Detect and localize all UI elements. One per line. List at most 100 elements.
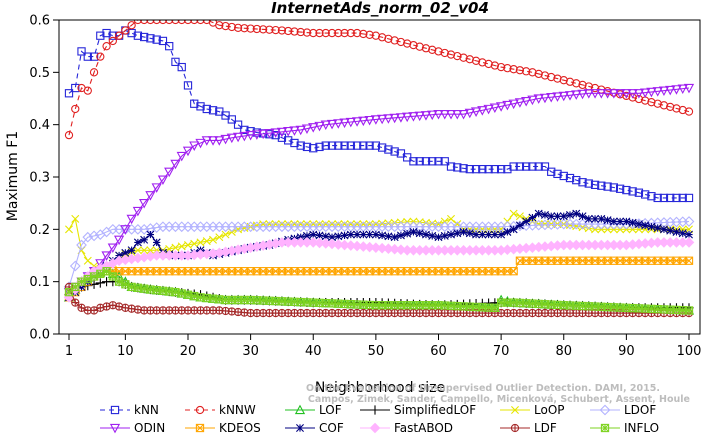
data-point-kNN xyxy=(628,187,637,196)
legend-item-LoOP: LoOP xyxy=(500,403,565,417)
data-point-INFLO xyxy=(215,295,224,304)
data-point-LDF xyxy=(133,305,143,314)
data-point-ODIN xyxy=(126,214,137,225)
data-point-COF xyxy=(152,238,161,247)
data-point-kNN xyxy=(659,193,669,203)
series-kNNW xyxy=(64,20,694,140)
data-point-kNNW xyxy=(678,105,687,115)
data-point-kNN xyxy=(321,141,330,150)
data-point-LoOP xyxy=(678,225,687,234)
data-point-kNNW xyxy=(390,36,399,45)
data-point-kNNW xyxy=(565,77,575,86)
data-point-kNN xyxy=(102,28,111,38)
data-point-ODIN xyxy=(370,115,381,125)
legend-item-INFLO: INFLO xyxy=(590,421,659,434)
data-point-kNN xyxy=(384,145,393,154)
data-point-COF xyxy=(384,232,393,241)
legend: kNN kNNW LOF SimplifiedLOF LoOP LDOF ODIN KDEOS… xyxy=(100,403,659,434)
data-point-kNN xyxy=(158,36,168,46)
x-tick-label: 90 xyxy=(618,344,635,359)
data-point-COF xyxy=(591,214,600,223)
data-point-kNNW xyxy=(578,80,587,90)
data-point-COF xyxy=(378,231,387,240)
data-point-kNN xyxy=(515,162,525,171)
x-tick-label: 60 xyxy=(430,344,447,359)
legend-item-KDEOS: KDEOS xyxy=(185,421,261,434)
data-point-COF xyxy=(346,230,355,239)
data-point-kNNW xyxy=(121,26,130,35)
data-point-kNNW xyxy=(321,28,330,38)
data-point-ODIN xyxy=(564,91,576,101)
data-point-kNNW xyxy=(221,21,230,31)
data-point-kNNW xyxy=(334,28,343,38)
data-point-kNNW xyxy=(96,52,105,61)
data-point-LDF xyxy=(102,302,111,311)
data-point-kNN xyxy=(352,141,362,150)
data-point-kNN xyxy=(296,141,305,150)
data-point-ODIN xyxy=(470,107,482,117)
data-point-COF xyxy=(653,224,662,233)
data-point-kNNW xyxy=(377,33,387,42)
data-point-ODIN xyxy=(308,123,319,133)
data-point-LoOP xyxy=(209,235,218,244)
data-point-kNN xyxy=(177,62,186,72)
legend-marker xyxy=(109,423,121,434)
data-point-kNNW xyxy=(409,40,418,50)
data-point-kNNW xyxy=(384,34,393,43)
data-point-LoOP xyxy=(221,230,230,239)
legend-marker xyxy=(600,423,610,433)
legend-marker xyxy=(195,405,205,415)
data-point-LoOP xyxy=(133,246,142,255)
data-point-kNN xyxy=(522,162,531,171)
data-point-ODIN xyxy=(151,183,162,193)
data-point-COF xyxy=(634,220,643,229)
data-point-kNN xyxy=(165,42,174,51)
data-point-ODIN xyxy=(289,126,300,136)
data-point-kNNW xyxy=(659,101,669,110)
data-point-COF xyxy=(522,217,531,226)
data-point-kNNW xyxy=(296,27,305,37)
data-point-ODIN xyxy=(608,89,619,99)
y-tick-label: 0.1 xyxy=(29,275,50,290)
data-point-COF xyxy=(616,217,625,226)
data-point-kNN xyxy=(202,104,211,114)
data-point-LoOP xyxy=(71,214,80,223)
data-point-kNN xyxy=(415,157,424,166)
data-point-kNNW xyxy=(258,25,268,34)
data-point-ODIN xyxy=(627,89,638,99)
data-point-kNNW xyxy=(71,104,80,114)
data-point-kNNW xyxy=(528,68,537,77)
data-point-COF xyxy=(121,248,130,257)
legend-label: ODIN xyxy=(134,421,165,434)
data-point-kNN xyxy=(346,141,355,150)
data-point-ODIN xyxy=(577,89,588,100)
y-tick-label: 0.5 xyxy=(29,66,50,81)
data-point-ODIN xyxy=(239,131,250,142)
data-point-kNNW xyxy=(421,44,431,53)
data-point-kNN xyxy=(133,31,143,40)
data-point-ODIN xyxy=(683,83,695,94)
data-point-ODIN xyxy=(345,117,356,128)
data-point-COF xyxy=(622,217,631,226)
data-point-kNNW xyxy=(171,20,180,25)
data-point-ODIN xyxy=(176,151,187,162)
data-point-kNN xyxy=(227,115,236,124)
data-point-kNNW xyxy=(572,79,581,88)
data-point-kNN xyxy=(284,136,293,145)
data-point-ODIN xyxy=(489,103,500,114)
data-point-kNN xyxy=(590,180,600,189)
data-point-kNNW xyxy=(202,20,211,25)
data-point-kNN xyxy=(478,165,487,174)
data-point-COF xyxy=(421,230,430,239)
data-point-ODIN xyxy=(383,114,394,124)
data-point-COF xyxy=(647,222,656,231)
data-point-kNN xyxy=(615,184,625,193)
data-point-LoOP xyxy=(140,246,149,255)
data-point-kNN xyxy=(428,157,437,166)
data-point-INFLO xyxy=(71,282,80,292)
data-point-ODIN xyxy=(677,84,688,95)
data-point-COF xyxy=(666,226,675,235)
data-point-ODIN xyxy=(295,125,306,136)
data-point-kNNW xyxy=(152,20,161,25)
data-point-kNNW xyxy=(453,51,462,61)
